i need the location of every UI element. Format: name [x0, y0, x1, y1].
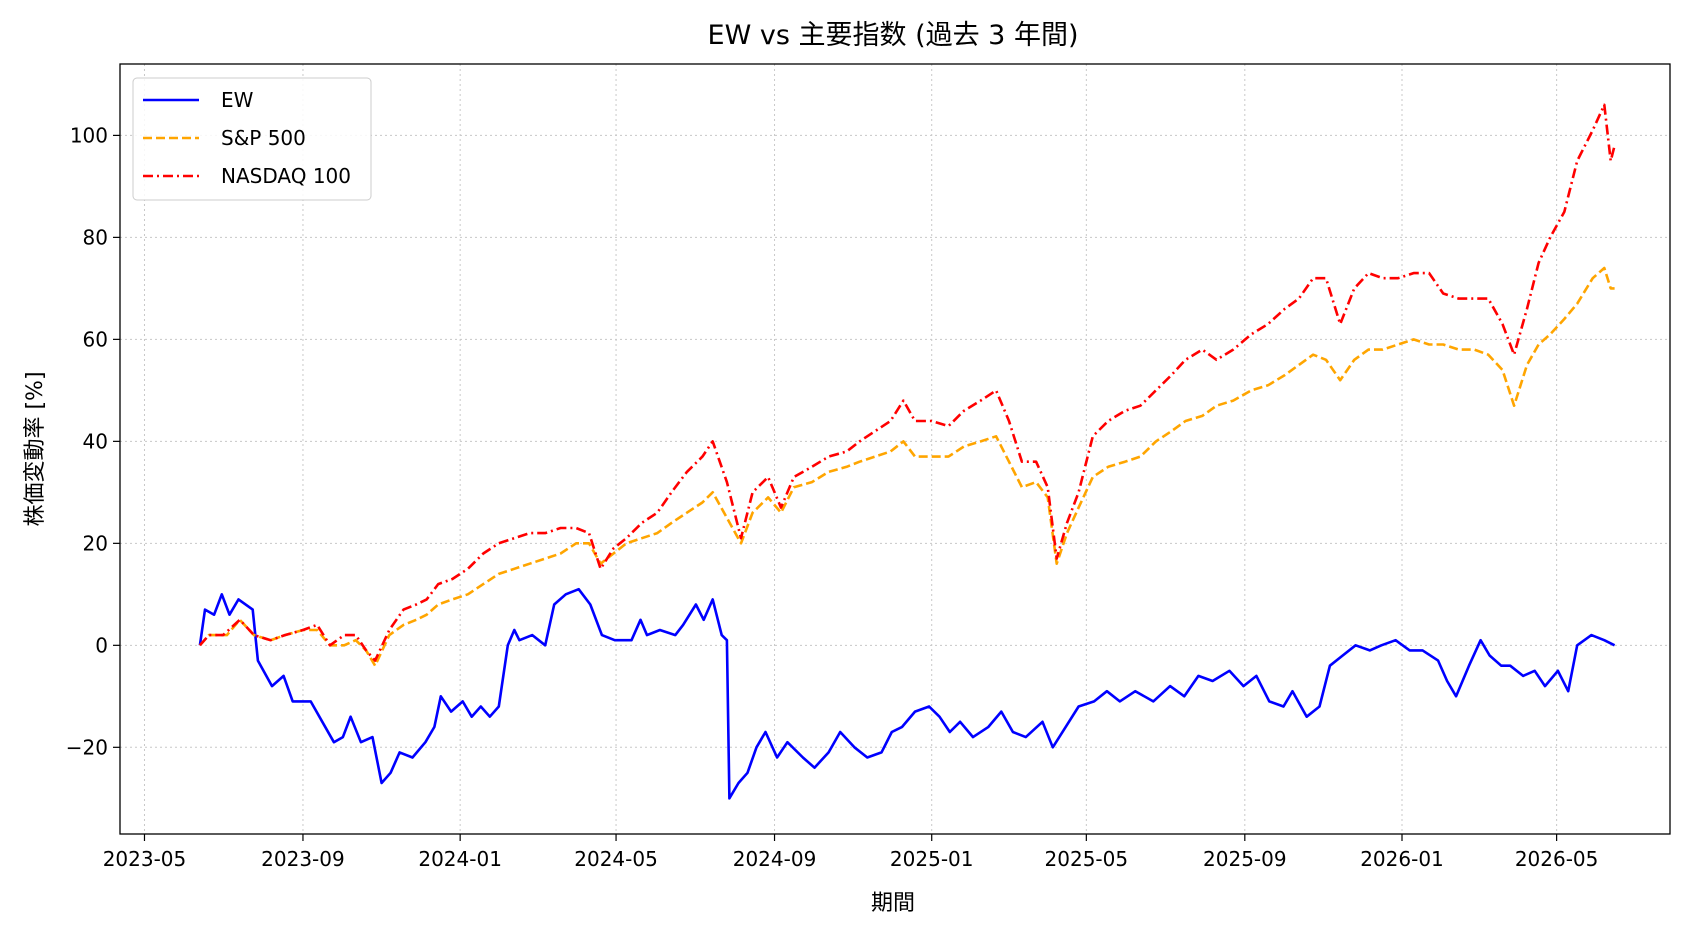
- y-tick-label: 100: [70, 123, 108, 147]
- legend-box: [132, 77, 372, 201]
- y-tick-label: 80: [83, 225, 108, 249]
- legend-label-2: NASDAQ 100: [221, 164, 351, 188]
- y-tick-label: 20: [83, 531, 108, 555]
- legend: EW S&P 500 NASDAQ 100: [132, 77, 372, 201]
- x-tick-label: 2026-05: [1515, 847, 1599, 871]
- y-axis: −20 0 20 40 60 80 100: [66, 123, 120, 759]
- x-tick-label: 2025-05: [1045, 847, 1129, 871]
- series-line-0: [198, 587, 1616, 800]
- x-axis-label: 期間: [871, 891, 915, 916]
- y-tick-label: −20: [66, 735, 108, 759]
- x-tick-label: 2024-01: [418, 847, 502, 871]
- y-tick-label: 40: [83, 429, 108, 453]
- x-tick-label: 2025-09: [1203, 847, 1287, 871]
- y-tick-label: 60: [83, 327, 108, 351]
- x-axis: 2023-05 2023-09 2024-01 2024-05 2024-09 2025-…: [103, 834, 1599, 871]
- series-line-1: [198, 266, 1615, 667]
- y-tick-label: 0: [95, 633, 108, 657]
- x-tick-label: 2025-01: [890, 847, 974, 871]
- x-tick-label: 2024-05: [574, 847, 658, 871]
- series-line-2: [198, 103, 1616, 662]
- legend-label-0: EW: [221, 88, 254, 112]
- x-tick-label: 2024-09: [733, 847, 817, 871]
- series-layer: [198, 103, 1616, 800]
- y-axis-label: 株価変動率 [%]: [23, 371, 48, 526]
- x-tick-label: 2026-01: [1360, 847, 1444, 871]
- x-tick-label: 2023-05: [103, 847, 187, 871]
- legend-label-1: S&P 500: [221, 126, 306, 150]
- plot-frame: [119, 63, 1671, 835]
- chart-title: EW vs 主要指数 (過去 3 年間): [708, 20, 1079, 51]
- x-tick-label: 2023-09: [261, 847, 345, 871]
